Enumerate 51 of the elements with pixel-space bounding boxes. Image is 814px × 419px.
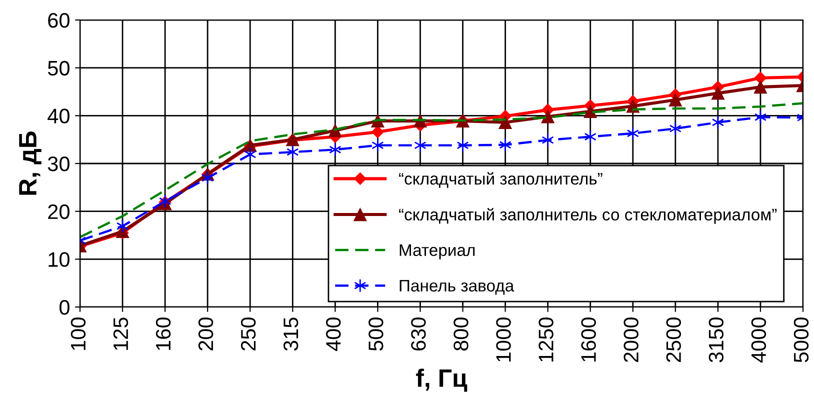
point <box>626 126 639 140</box>
legend-label: Материал <box>400 244 475 260</box>
x-tick-label: 125 <box>113 318 128 350</box>
x-tick-label: 100 <box>70 318 86 350</box>
y-axis-title: R, дБ <box>19 132 42 195</box>
point <box>668 93 682 106</box>
point <box>754 72 767 84</box>
x-tick-label: 400 <box>326 318 341 351</box>
x-tick-label: 1600 <box>581 318 596 362</box>
x-tick-label: 5000 <box>794 318 809 362</box>
point <box>584 104 597 118</box>
x-tick-label: 250 <box>240 318 256 350</box>
x-tick-label: 315 <box>283 318 298 351</box>
x-tick-label: 200 <box>198 318 214 350</box>
point <box>499 138 512 152</box>
y-tick-label: 30 <box>48 156 70 172</box>
point <box>498 116 512 129</box>
point <box>711 86 725 100</box>
y-tick-label: 40 <box>48 108 70 124</box>
x-axis-title: f, Гц <box>416 368 468 392</box>
x-tick-label: 500 <box>368 318 384 351</box>
point <box>541 110 554 124</box>
x-tick-label: 800 <box>454 318 468 351</box>
point <box>456 138 469 152</box>
point <box>286 145 299 159</box>
point <box>244 147 256 162</box>
point <box>584 130 596 144</box>
y-tick-label: 0 <box>60 300 70 315</box>
y-tick-label: 20 <box>48 204 70 220</box>
y-tick-label: 50 <box>48 60 70 76</box>
x-tick-label: 160 <box>156 318 171 350</box>
point <box>669 122 682 136</box>
y-tick-label: 10 <box>48 252 70 267</box>
point <box>542 133 554 148</box>
legend-label: “складчатый заполнитель со стекломатериалом” <box>399 208 777 224</box>
x-tick-label: 1250 <box>538 318 554 362</box>
point <box>372 138 384 152</box>
point <box>414 138 426 152</box>
point <box>329 142 342 157</box>
legend-label: Панель завода <box>400 280 514 295</box>
point <box>712 115 724 130</box>
x-tick-label: 2000 <box>624 318 638 362</box>
point <box>201 170 214 185</box>
x-tick-label: 1000 <box>496 318 511 362</box>
legend-label: “складчатый заполнитель” <box>399 172 602 188</box>
y-tick-label: 60 <box>48 13 70 28</box>
x-tick-label: 3150 <box>708 318 724 362</box>
point <box>754 80 768 94</box>
x-tick-label: 4000 <box>751 318 766 363</box>
x-tick-label: 2500 <box>666 318 682 362</box>
x-tick-label: 630 <box>411 318 426 350</box>
